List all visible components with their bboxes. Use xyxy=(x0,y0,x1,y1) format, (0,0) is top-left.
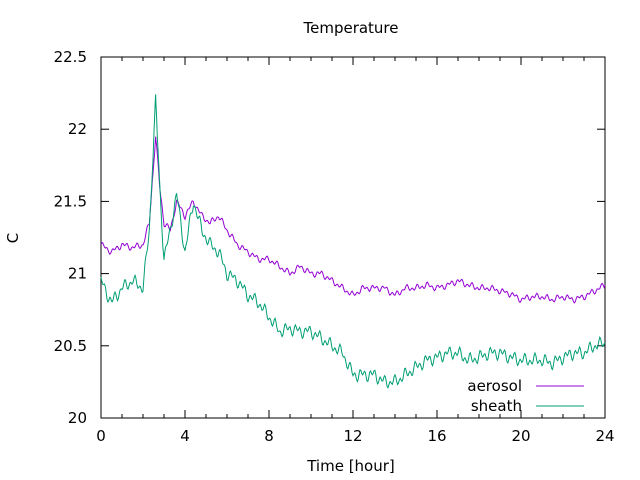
x-tick-label: 12 xyxy=(343,427,362,445)
x-tick-label: 24 xyxy=(595,427,614,445)
x-tick-label: 20 xyxy=(511,427,530,445)
x-tick-label: 0 xyxy=(96,427,106,445)
y-tick-label: 20.5 xyxy=(54,337,87,355)
y-axis-label: C xyxy=(4,233,22,243)
legend-label-sheath: sheath xyxy=(471,397,522,415)
series-line-aerosol xyxy=(100,136,606,304)
y-tick-label: 22 xyxy=(68,120,87,138)
y-tick-label: 21 xyxy=(68,265,87,283)
y-tick-label: 22.5 xyxy=(54,48,87,66)
y-tick-label: 21.5 xyxy=(54,192,87,210)
x-axis-label: Time [hour] xyxy=(306,457,395,475)
x-tick-label: 16 xyxy=(427,427,446,445)
chart-title: Temperature xyxy=(302,19,398,37)
legend-label-aerosol: aerosol xyxy=(467,377,522,395)
y-tick-label: 20 xyxy=(68,409,87,427)
x-tick-label: 8 xyxy=(264,427,274,445)
plot-area-frame xyxy=(100,56,606,419)
x-tick-label: 4 xyxy=(180,427,190,445)
series-line-sheath xyxy=(100,94,606,389)
